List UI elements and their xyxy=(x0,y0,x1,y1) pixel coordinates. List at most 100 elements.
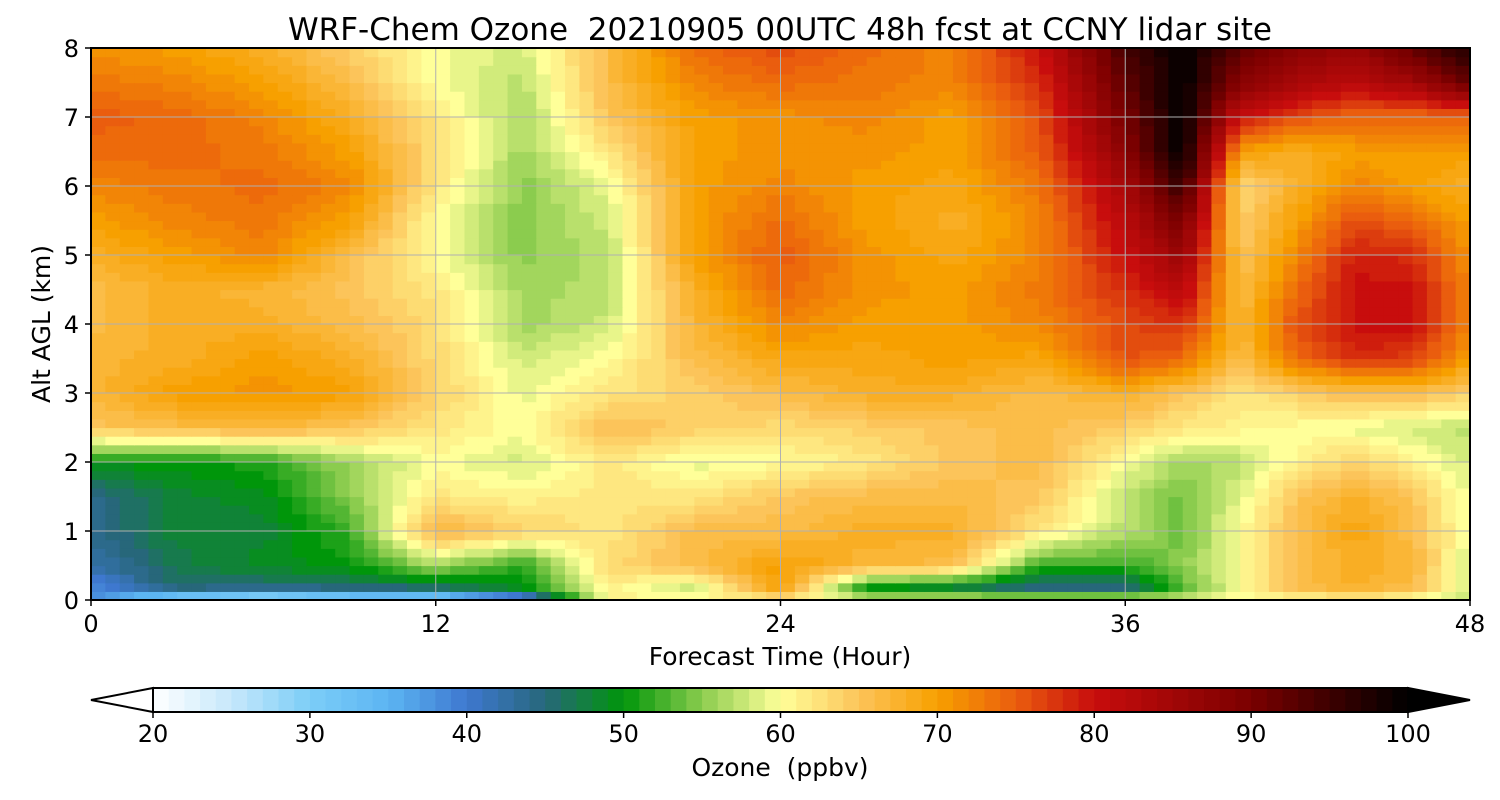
heatmap-cell xyxy=(751,168,767,178)
heatmap-cell xyxy=(320,401,336,411)
heatmap-cell xyxy=(1268,444,1284,454)
heatmap-cell xyxy=(119,410,135,420)
heatmap-cell xyxy=(335,582,351,592)
heatmap-cell xyxy=(895,479,911,489)
heatmap-cell xyxy=(1039,539,1055,549)
heatmap-cell xyxy=(1110,298,1126,308)
heatmap-cell xyxy=(1067,462,1083,472)
heatmap-cell xyxy=(335,513,351,523)
heatmap-cell xyxy=(1168,324,1184,334)
heatmap-cell xyxy=(1268,539,1284,549)
heatmap-cell xyxy=(205,531,221,541)
heatmap-cell xyxy=(1067,349,1083,360)
heatmap-cell xyxy=(1441,462,1457,472)
heatmap-cell xyxy=(737,229,753,239)
heatmap-cell xyxy=(105,341,121,351)
heatmap-cell xyxy=(909,332,925,342)
heatmap-cell xyxy=(924,427,940,437)
heatmap-cell xyxy=(1268,341,1284,351)
heatmap-cell xyxy=(292,237,308,247)
heatmap-cell xyxy=(995,556,1011,567)
heatmap-cell xyxy=(579,505,595,515)
heatmap-cell xyxy=(924,505,940,515)
heatmap-cell xyxy=(1268,151,1284,161)
heatmap-cell xyxy=(679,539,695,549)
heatmap-cell xyxy=(622,168,638,178)
heatmap-cell xyxy=(392,453,408,463)
heatmap-cell xyxy=(608,272,624,282)
heatmap-cell xyxy=(1053,410,1069,420)
heatmap-cell xyxy=(234,177,250,187)
heatmap-cell xyxy=(1383,479,1399,489)
heatmap-cell xyxy=(1268,393,1284,403)
heatmap-cell xyxy=(751,237,767,247)
heatmap-cell xyxy=(1297,151,1313,161)
heatmap-cell xyxy=(1211,324,1227,334)
heatmap-cell xyxy=(306,246,322,256)
heatmap-cell xyxy=(981,246,997,256)
heatmap-cell xyxy=(363,280,379,291)
heatmap-cell xyxy=(320,539,336,549)
heatmap-cell xyxy=(1182,358,1198,368)
heatmap-cell xyxy=(478,436,494,446)
heatmap-cell xyxy=(277,556,293,567)
heatmap-cell xyxy=(1082,367,1098,377)
heatmap-cell xyxy=(1125,211,1141,222)
heatmap-cell xyxy=(1024,358,1040,368)
heatmap-cell xyxy=(177,522,193,532)
heatmap-cell xyxy=(1053,565,1069,575)
heatmap-cell xyxy=(981,393,997,403)
heatmap-cell xyxy=(435,358,451,368)
heatmap-cell xyxy=(809,410,825,420)
heatmap-cell xyxy=(1254,401,1270,411)
heatmap-cell xyxy=(507,168,523,178)
heatmap-cell xyxy=(809,168,825,178)
heatmap-cell xyxy=(550,229,566,239)
heatmap-cell xyxy=(608,453,624,463)
heatmap-cell xyxy=(579,384,595,394)
heatmap-cell xyxy=(665,444,681,454)
heatmap-cell xyxy=(450,315,466,325)
heatmap-cell xyxy=(493,556,509,567)
heatmap-cell xyxy=(335,427,351,437)
heatmap-cell xyxy=(1355,470,1371,480)
heatmap-cell xyxy=(392,393,408,403)
heatmap-cell xyxy=(651,358,667,368)
heatmap-cell xyxy=(766,436,782,446)
heatmap-cell xyxy=(263,418,279,429)
heatmap-cell xyxy=(593,582,609,592)
heatmap-cell xyxy=(579,177,595,187)
heatmap-cell xyxy=(995,237,1011,247)
heatmap-cell xyxy=(277,151,293,161)
heatmap-cell xyxy=(1211,539,1227,549)
heatmap-cell xyxy=(335,194,351,204)
heatmap-cell xyxy=(1383,384,1399,394)
heatmap-cell xyxy=(1225,462,1241,472)
heatmap-cell xyxy=(162,151,178,161)
heatmap-cell xyxy=(1455,194,1471,204)
heatmap-cell xyxy=(1398,341,1414,351)
heatmap-cell xyxy=(1139,246,1155,256)
heatmap-cell xyxy=(335,401,351,411)
heatmap-cell xyxy=(1182,298,1198,308)
heatmap-cell xyxy=(119,237,135,247)
heatmap-cell xyxy=(1355,574,1371,584)
heatmap-cell xyxy=(450,168,466,178)
heatmap-cell xyxy=(694,522,710,532)
heatmap-cell xyxy=(1297,203,1313,213)
heatmap-cell xyxy=(995,444,1011,454)
heatmap-cell xyxy=(1441,375,1457,385)
heatmap-cell xyxy=(1225,505,1241,515)
heatmap-cell xyxy=(967,539,983,549)
heatmap-cell xyxy=(421,401,437,411)
heatmap-cell xyxy=(1240,565,1256,575)
heatmap-cell xyxy=(1197,470,1213,480)
heatmap-cell xyxy=(1254,479,1270,489)
heatmap-cell xyxy=(234,341,250,351)
heatmap-cell xyxy=(809,186,825,196)
heatmap-cell xyxy=(1225,479,1241,489)
heatmap-cell xyxy=(1455,272,1471,282)
heatmap-cell xyxy=(349,591,365,601)
heatmap-cell xyxy=(723,556,738,567)
heatmap-cell xyxy=(1441,470,1457,480)
